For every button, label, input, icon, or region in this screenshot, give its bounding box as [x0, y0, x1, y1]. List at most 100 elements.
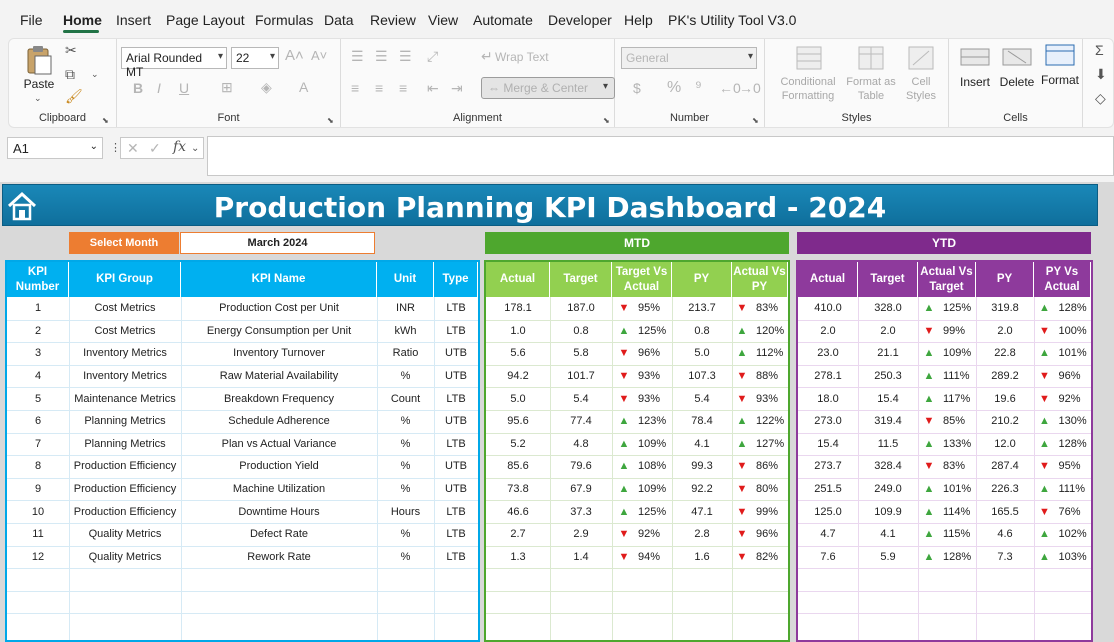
mtd-actual-cell: 5.0 [510, 392, 526, 405]
font-family-select[interactable]: Arial Rounded MT ▾ [121, 47, 227, 79]
align-top-icon[interactable]: ☰ [351, 48, 364, 64]
mtd-actual-vs-py-cell: ▼ 99% [732, 500, 788, 523]
autosum-icon[interactable]: Σ [1095, 42, 1104, 58]
align-right-icon[interactable]: ≡ [399, 80, 408, 96]
ytd-header-2: Actual Vs Target [918, 262, 976, 297]
grid-line [7, 523, 478, 524]
decrease-indent-icon[interactable]: ⇤ [427, 80, 439, 96]
menu-developer[interactable]: Developer [548, 12, 612, 28]
chevron-down-icon[interactable]: ⌄ [91, 69, 99, 79]
cell-styles-button[interactable]: Cell Styles [899, 43, 943, 105]
indicator-value: 103% [1058, 550, 1087, 563]
fill-icon[interactable]: ⬇ [1095, 66, 1107, 82]
font-size-select[interactable]: 22 ▾ [231, 47, 279, 69]
indicator-value: 83% [756, 302, 779, 315]
dialog-launcher-icon[interactable]: ⬊ [752, 116, 759, 125]
indicator-value: 115% [943, 528, 971, 541]
mtd-actual-vs-py-cell: ▼ 93% [732, 387, 788, 410]
kpi-number-cell: 11 [32, 528, 44, 541]
insert-function-icon[interactable]: fx [173, 139, 187, 155]
home-icon[interactable] [5, 189, 39, 223]
ytd-py-vs-actual-cell: ▲ 103% [1034, 546, 1091, 569]
align-center-icon[interactable]: ≡ [375, 80, 384, 96]
italic-icon[interactable]: I [157, 80, 161, 96]
menu-automate[interactable]: Automate [473, 12, 533, 28]
wrap-text-button[interactable]: Wrap Text [495, 50, 549, 64]
font-size-value: 22 [236, 51, 250, 65]
increase-indent-icon[interactable]: ⇥ [451, 80, 463, 96]
ytd-actual-vs-target-cell: ▲ 115% [918, 523, 976, 546]
grid-line [7, 387, 478, 389]
font-family-value: Arial Rounded MT [126, 51, 203, 79]
currency-icon[interactable]: $ [633, 80, 641, 96]
comma-style-icon[interactable]: ⁹ [695, 79, 702, 96]
kpi-name-cell: Raw Material Availability [219, 370, 339, 383]
kpi-info-header-4: Type [434, 262, 478, 297]
format-button[interactable]: Format [1039, 43, 1081, 105]
mtd-py-cell: 213.7 [688, 302, 716, 315]
grid-line [7, 410, 478, 411]
unit-cell: Hours [390, 505, 421, 518]
menu-pk-utility-tool[interactable]: PK's Utility Tool V3.0 [668, 12, 797, 28]
ytd-actual-vs-target-cell: ▲ 117% [918, 387, 976, 410]
align-middle-icon[interactable]: ☰ [375, 48, 388, 64]
mtd-table: Actual Target Target Vs Actual PY Actual Vs … [484, 260, 790, 642]
decrease-decimal-icon[interactable]: →0 [739, 80, 761, 96]
wrap-text-icon[interactable]: ↵ [481, 48, 493, 64]
orientation-icon[interactable]: ⤢ [427, 48, 439, 64]
dialog-launcher-icon[interactable]: ⬊ [102, 116, 109, 125]
menu-view[interactable]: View [428, 12, 459, 28]
cut-icon[interactable]: ✂ [65, 42, 77, 58]
ytd-target-cell: 328.0 [874, 302, 902, 315]
arrow-down-icon: ▼ [736, 370, 748, 383]
dialog-launcher-icon[interactable]: ⬊ [327, 116, 334, 125]
menu-home[interactable]: Home [63, 12, 102, 28]
indicator-value: 109% [943, 347, 972, 360]
cancel-icon[interactable]: ✕ [127, 140, 139, 156]
merge-center-button[interactable]: ⇔ Merge & Center ▾ [481, 77, 615, 99]
percent-icon[interactable]: % [667, 79, 682, 96]
formula-input[interactable] [207, 136, 1114, 176]
mtd-target-vs-actual-cell: ▲ 125% [612, 320, 672, 343]
format-painter-icon[interactable]: 🖌 [65, 88, 83, 104]
align-bottom-icon[interactable]: ☰ [399, 48, 412, 64]
insert-button[interactable]: Insert [957, 43, 993, 105]
underline-icon[interactable]: U [179, 80, 190, 96]
decrease-font-icon[interactable]: A˅ [311, 48, 328, 63]
fill-color-icon[interactable]: ◈ [261, 79, 272, 95]
clear-icon[interactable]: ◇ [1095, 90, 1106, 106]
increase-font-icon[interactable]: A˄ [285, 47, 304, 64]
increase-decimal-icon[interactable]: ←0 [719, 80, 741, 96]
bold-icon[interactable]: B [133, 80, 144, 96]
align-left-icon[interactable]: ≡ [351, 80, 360, 96]
select-month-dropdown[interactable]: March 2024 [180, 232, 375, 254]
grid-line [7, 364, 478, 366]
number-format-select[interactable]: General ▾ [621, 47, 757, 69]
borders-icon[interactable]: ⊞ [221, 79, 233, 95]
ytd-actual-vs-target-cell: ▲ 109% [918, 342, 976, 365]
menu-file[interactable]: File [20, 12, 43, 28]
name-box[interactable]: A1 ⌄ [7, 137, 103, 159]
arrow-up-icon: ▲ [618, 324, 630, 337]
menu-review[interactable]: Review [370, 12, 416, 28]
mtd-py-cell: 92.2 [691, 483, 713, 496]
paste-button[interactable]: Paste ⌄ [21, 43, 57, 105]
grid-line [69, 297, 70, 640]
menu-formulas[interactable]: Formulas [255, 12, 314, 28]
menu-help[interactable]: Help [624, 12, 653, 28]
chevron-down-icon: ⌄ [191, 143, 200, 154]
font-color-icon[interactable]: A [299, 79, 309, 95]
format-as-table-button[interactable]: Format as Table [845, 43, 897, 105]
copy-icon[interactable]: ⧉ [65, 66, 75, 82]
enter-icon[interactable]: ✓ [149, 140, 161, 156]
menu-data[interactable]: Data [324, 12, 354, 28]
indicator-value: 93% [638, 370, 661, 383]
delete-button[interactable]: Delete [997, 43, 1037, 105]
kpi-number-cell: 7 [34, 437, 42, 450]
conditional-formatting-button[interactable]: Conditional Formatting [773, 43, 843, 105]
menu-insert[interactable]: Insert [116, 12, 152, 28]
menu-page-layout[interactable]: Page Layout [166, 12, 245, 28]
styles-group: Conditional Formatting Format as Table C… [765, 39, 949, 127]
indicator: ▲ 133% [915, 438, 979, 450]
dialog-launcher-icon[interactable]: ⬊ [603, 116, 610, 125]
